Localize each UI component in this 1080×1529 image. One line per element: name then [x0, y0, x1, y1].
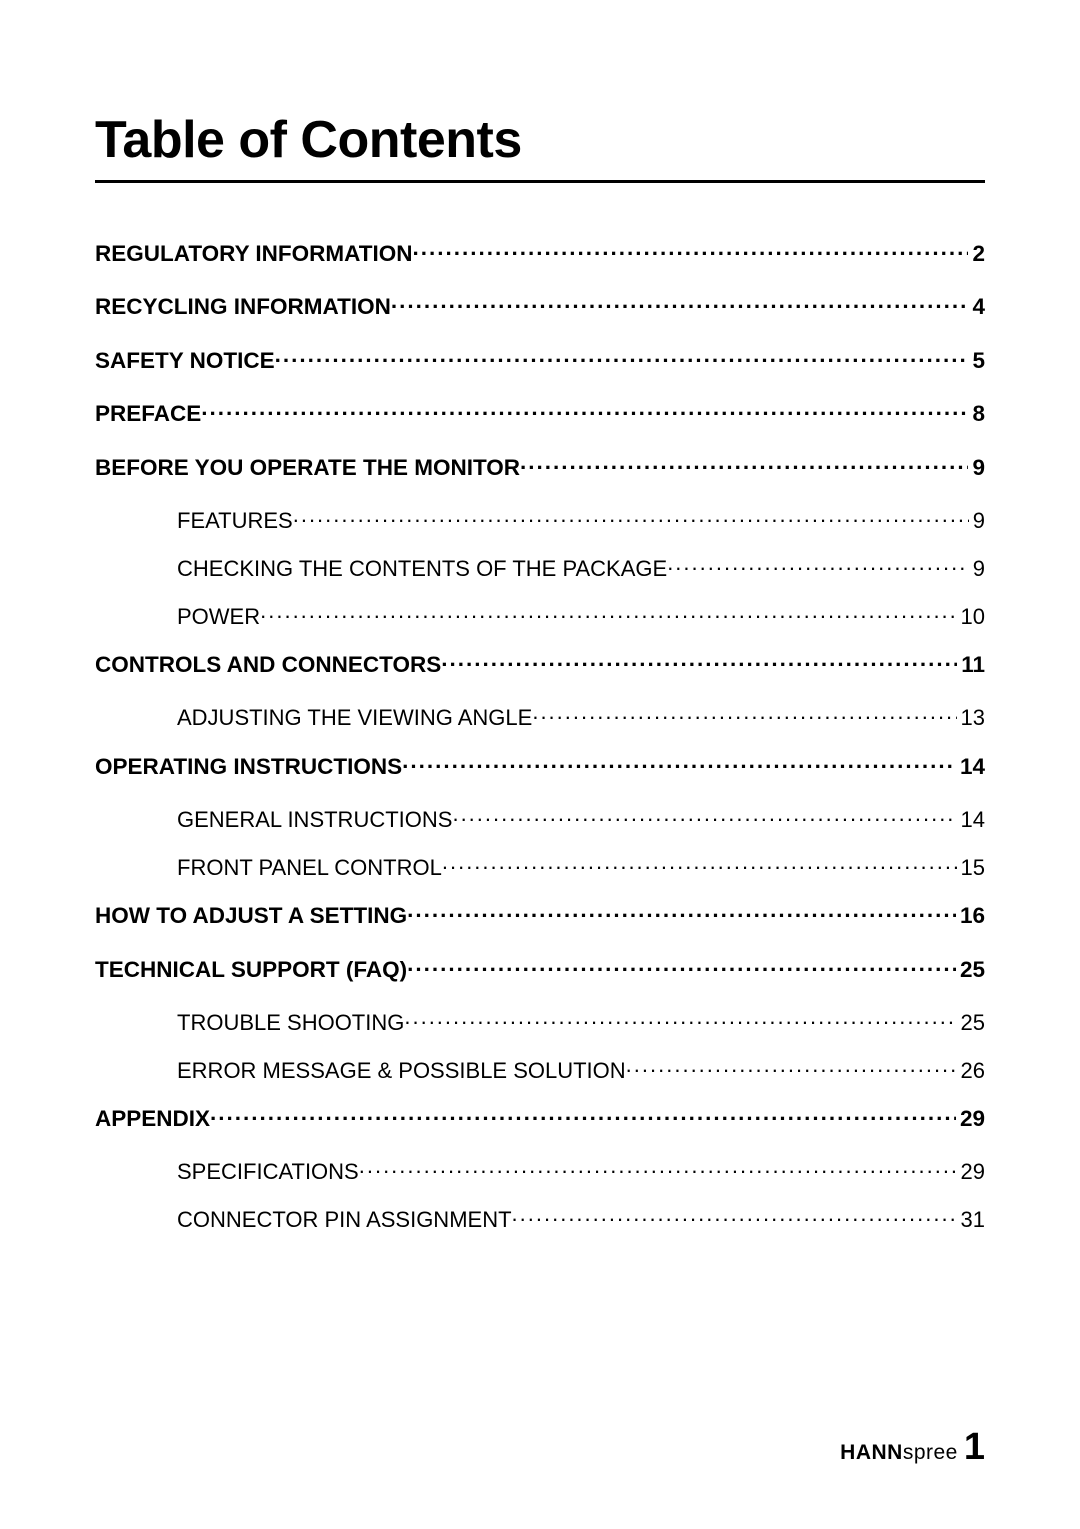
- toc-label: FEATURES: [177, 508, 293, 534]
- toc-entry: ADJUSTING THE VIEWING ANGLE 13: [95, 703, 985, 731]
- toc-label: TECHNICAL SUPPORT (FAQ): [95, 957, 407, 983]
- document-page: Table of Contents REGULATORY INFORMATION…: [0, 0, 1080, 1233]
- toc-leader-dots: [626, 1056, 957, 1078]
- toc-label: APPENDIX: [95, 1106, 210, 1132]
- toc-label: TROUBLE SHOOTING: [177, 1010, 404, 1036]
- toc-page-number: 31: [957, 1207, 985, 1233]
- toc-label: ADJUSTING THE VIEWING ANGLE: [177, 705, 532, 731]
- toc-leader-dots: [391, 292, 969, 315]
- toc-page-number: 9: [968, 455, 985, 481]
- toc-label: OPERATING INSTRUCTIONS: [95, 754, 402, 780]
- toc-leader-dots: [442, 853, 957, 875]
- toc-page-number: 29: [957, 1159, 985, 1185]
- toc-page-number: 14: [956, 754, 985, 780]
- toc-label: PREFACE: [95, 401, 201, 427]
- table-of-contents: REGULATORY INFORMATION 2 RECYCLING INFORM…: [95, 238, 985, 1233]
- brand-light: spree: [903, 1441, 958, 1464]
- toc-page-number: 25: [957, 1010, 985, 1036]
- toc-entry: ERROR MESSAGE & POSSIBLE SOLUTION 26: [95, 1056, 985, 1084]
- toc-entry: PREFACE 8: [95, 399, 985, 428]
- toc-label: CONNECTOR PIN ASSIGNMENT: [177, 1207, 512, 1233]
- toc-label: BEFORE YOU OPERATE THE MONITOR: [95, 455, 520, 481]
- toc-page-number: 4: [968, 294, 985, 320]
- toc-leader-dots: [407, 954, 956, 977]
- toc-entry: BEFORE YOU OPERATE THE MONITOR 9: [95, 452, 985, 481]
- toc-label: SAFETY NOTICE: [95, 348, 275, 374]
- toc-leader-dots: [512, 1205, 957, 1227]
- toc-page-number: 9: [969, 508, 985, 534]
- toc-entry: GENERAL INSTRUCTIONS 14: [95, 805, 985, 833]
- toc-label: POWER: [177, 604, 260, 630]
- toc-label: RECYCLING INFORMATION: [95, 294, 391, 320]
- toc-page-number: 11: [957, 652, 985, 678]
- brand-bold: HANN: [840, 1441, 903, 1464]
- toc-entry: SPECIFICATIONS 29: [95, 1157, 985, 1185]
- page-footer: HANNspree 1: [840, 1426, 985, 1469]
- brand-logo: HANNspree: [840, 1441, 958, 1465]
- toc-leader-dots: [260, 602, 956, 624]
- toc-label: ERROR MESSAGE & POSSIBLE SOLUTION: [177, 1058, 626, 1084]
- toc-entry: TECHNICAL SUPPORT (FAQ) 25: [95, 954, 985, 983]
- toc-leader-dots: [275, 345, 969, 368]
- toc-entry: REGULATORY INFORMATION 2: [95, 238, 985, 267]
- toc-leader-dots: [413, 238, 969, 261]
- toc-page-number: 25: [956, 957, 985, 983]
- toc-leader-dots: [667, 554, 969, 576]
- toc-leader-dots: [210, 1104, 956, 1127]
- toc-page-number: 8: [968, 401, 985, 427]
- toc-leader-dots: [407, 901, 956, 924]
- toc-entry: CONTROLS AND CONNECTORS 11: [95, 650, 985, 679]
- toc-page-number: 5: [968, 348, 985, 374]
- toc-label: HOW TO ADJUST A SETTING: [95, 903, 407, 929]
- toc-label: CONTROLS AND CONNECTORS: [95, 652, 441, 678]
- toc-label: FRONT PANEL CONTROL: [177, 855, 442, 881]
- toc-page-number: 16: [956, 903, 985, 929]
- toc-entry: TROUBLE SHOOTING 25: [95, 1008, 985, 1036]
- toc-leader-dots: [359, 1157, 957, 1179]
- toc-leader-dots: [402, 751, 956, 774]
- toc-label: CHECKING THE CONTENTS OF THE PACKAGE: [177, 556, 667, 582]
- toc-leader-dots: [441, 650, 957, 673]
- toc-label: SPECIFICATIONS: [177, 1159, 359, 1185]
- toc-page-number: 2: [968, 241, 985, 267]
- toc-leader-dots: [404, 1008, 956, 1030]
- toc-entry: OPERATING INSTRUCTIONS 14: [95, 751, 985, 780]
- toc-entry: CHECKING THE CONTENTS OF THE PACKAGE 9: [95, 554, 985, 582]
- toc-page-number: 10: [957, 604, 985, 630]
- toc-leader-dots: [201, 399, 968, 422]
- toc-label: GENERAL INSTRUCTIONS: [177, 807, 452, 833]
- toc-page-number: 26: [957, 1058, 985, 1084]
- toc-entry: SAFETY NOTICE 5: [95, 345, 985, 374]
- toc-page-number: 29: [956, 1106, 985, 1132]
- toc-entry: RECYCLING INFORMATION 4: [95, 292, 985, 321]
- toc-page-number: 13: [957, 705, 985, 731]
- toc-page-number: 14: [957, 807, 985, 833]
- toc-entry: FRONT PANEL CONTROL 15: [95, 853, 985, 881]
- toc-page-number: 9: [969, 556, 985, 582]
- toc-leader-dots: [293, 506, 969, 528]
- toc-entry: FEATURES 9: [95, 506, 985, 534]
- toc-entry: CONNECTOR PIN ASSIGNMENT 31: [95, 1205, 985, 1233]
- toc-leader-dots: [532, 703, 956, 725]
- toc-label: REGULATORY INFORMATION: [95, 241, 413, 267]
- toc-leader-dots: [452, 805, 956, 827]
- toc-page-number: 15: [957, 855, 985, 881]
- page-title: Table of Contents: [95, 110, 985, 183]
- toc-entry: POWER 10: [95, 602, 985, 630]
- footer-page-number: 1: [964, 1426, 985, 1469]
- toc-entry: HOW TO ADJUST A SETTING 16: [95, 901, 985, 930]
- toc-leader-dots: [520, 452, 968, 475]
- toc-entry: APPENDIX 29: [95, 1104, 985, 1133]
